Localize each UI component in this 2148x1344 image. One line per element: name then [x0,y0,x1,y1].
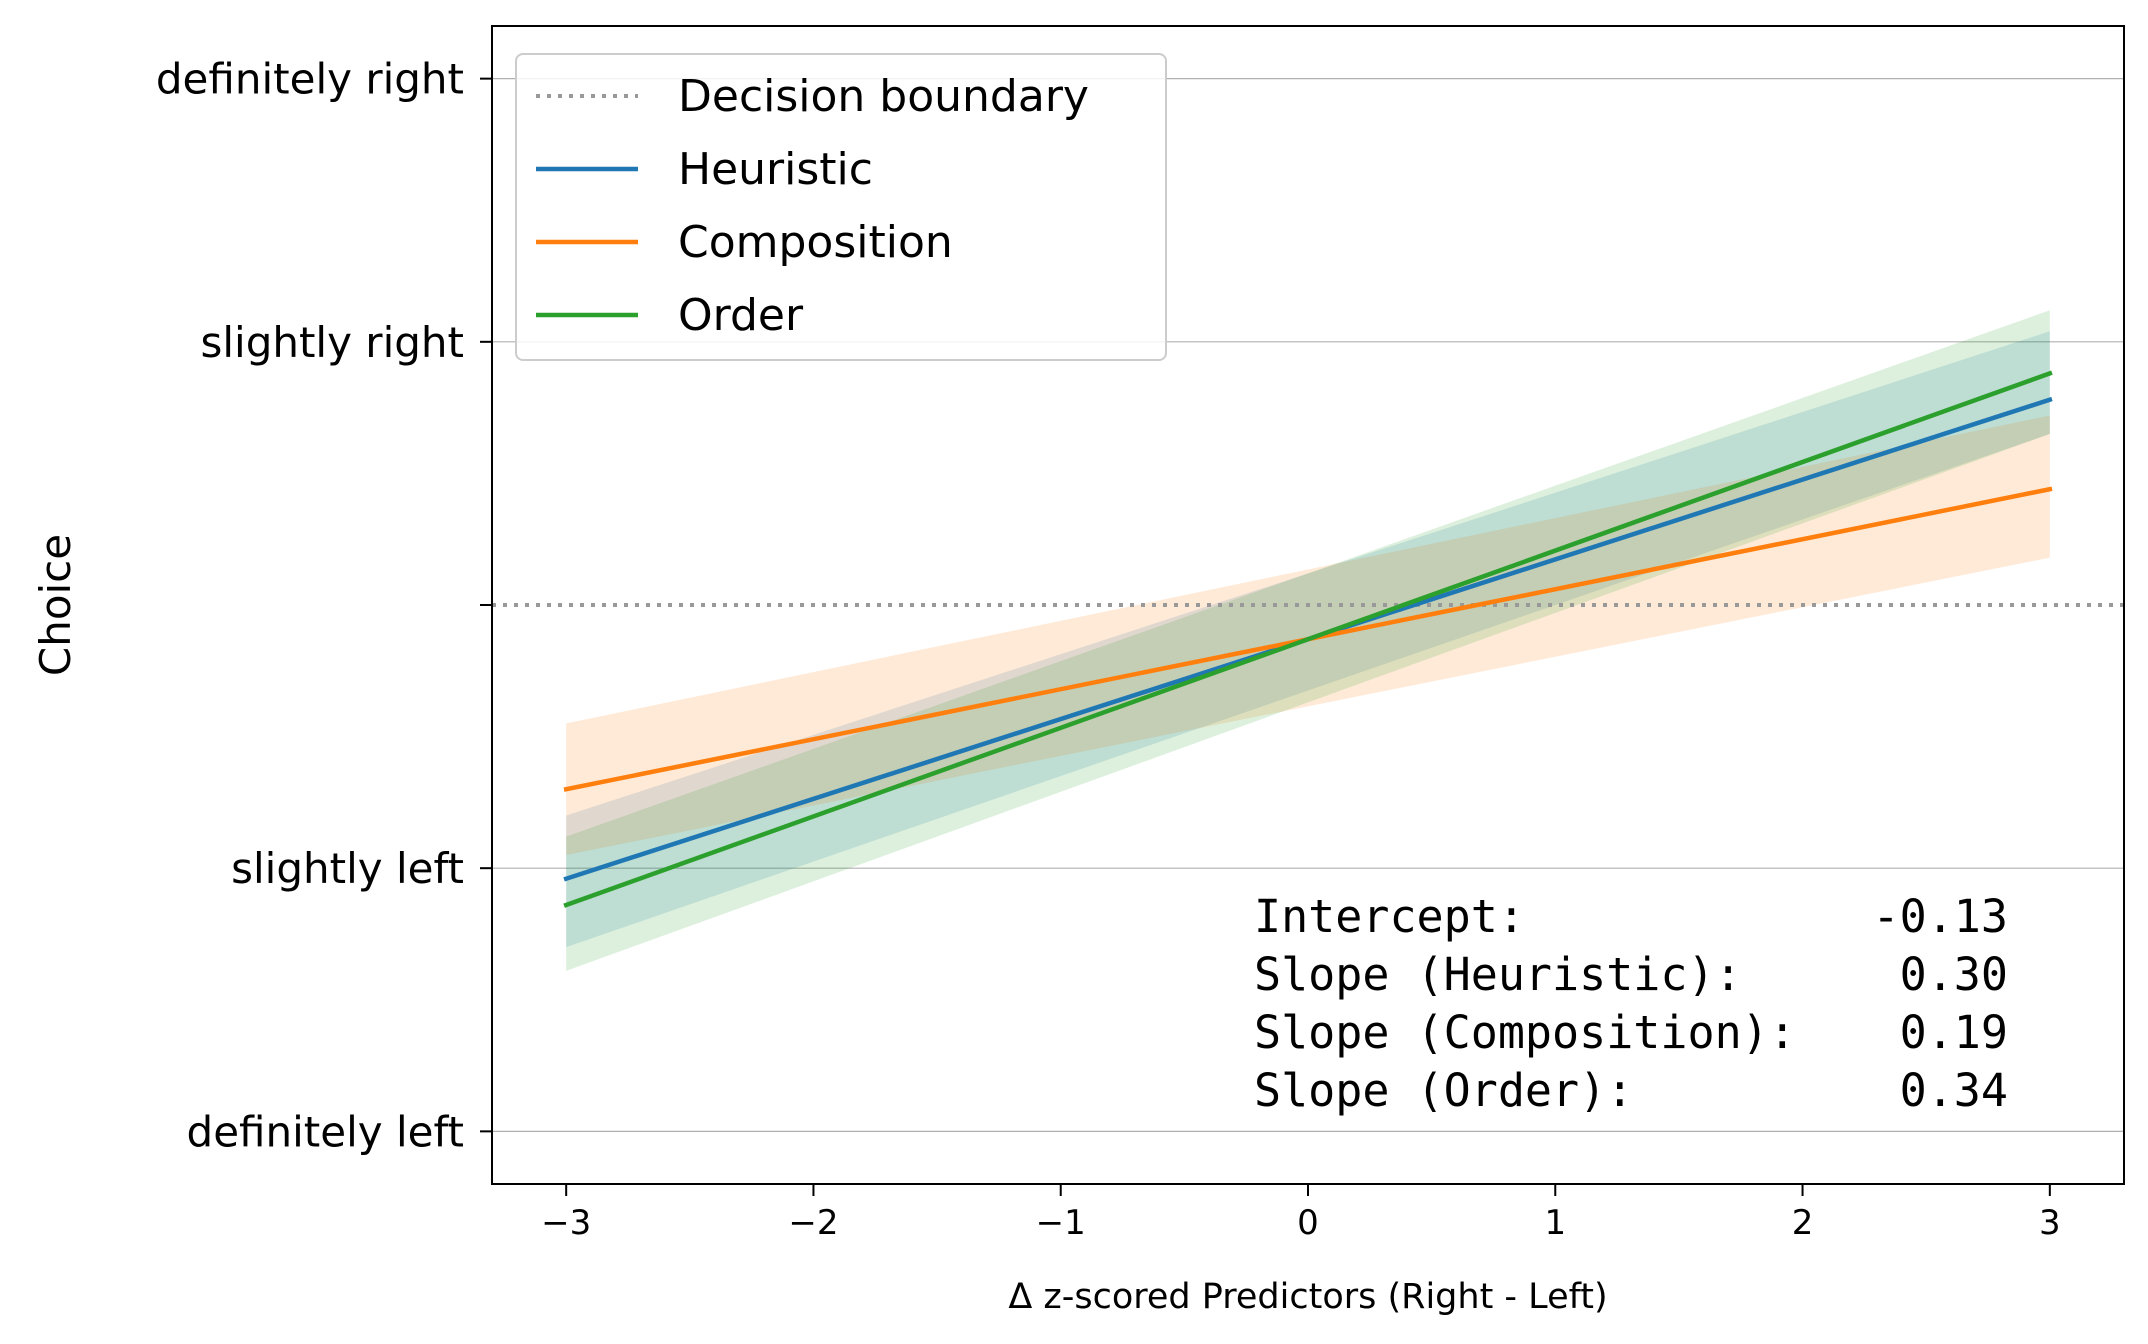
y-tick-label: definitely right [156,55,464,104]
x-tick-label: −2 [788,1203,838,1243]
x-tick-label: 2 [1792,1203,1814,1243]
y-tick-label: slightly right [200,318,464,367]
y-axis-label: Choice [31,534,80,676]
annotation-value: -0.13 [1873,890,2008,943]
legend: Decision boundary Heuristic Composition Ord… [515,53,1167,361]
x-tick-label: 3 [2039,1203,2061,1243]
series-line-order [563,370,2053,908]
legend-label: Order [678,290,804,341]
legend-label: Heuristic [678,144,873,195]
x-axis-ticks: −3 −2 −1 0 1 2 3 [541,1184,2061,1243]
legend-label: Composition [678,217,953,268]
y-axis-ticks: definitely right slightly right slightly l… [156,55,492,1156]
annotation-label: Slope (Order): [1254,1064,1633,1117]
annotation-label: Slope (Heuristic): [1254,948,1742,1001]
confidence-band-composition [566,415,2050,856]
x-axis-label: Δ z-scored Predictors (Right - Left) [1008,1277,1607,1317]
annotation-value: 0.19 [1900,1006,2008,1059]
legend-label: Decision boundary [678,71,1089,122]
legend-box [515,53,1167,361]
y-tick-label: definitely left [187,1107,464,1156]
x-tick-label: 1 [1544,1203,1566,1243]
x-tick-label: 0 [1297,1203,1319,1243]
annotation-label: Intercept: [1254,890,1525,943]
y-tick-label: slightly left [231,844,464,893]
x-tick-label: −3 [541,1203,591,1243]
annotation-value: 0.30 [1900,948,2008,1001]
annotation-label: Slope (Composition): [1254,1006,1796,1059]
regression-stats-annotation: Intercept: -0.13 Slope (Heuristic): 0.30 Slo… [1254,890,2008,1117]
x-tick-label: −1 [1036,1203,1086,1243]
series-lines [563,370,2053,908]
annotation-value: 0.34 [1900,1064,2008,1117]
